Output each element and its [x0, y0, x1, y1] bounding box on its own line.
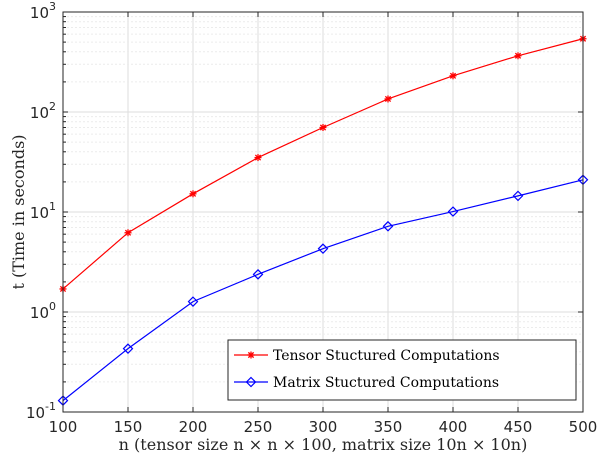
data-point-matrix: [317, 243, 329, 255]
x-tick-label: 200: [179, 418, 208, 436]
data-point-tensor: [384, 95, 392, 103]
asterisk-stroke: [319, 124, 327, 131]
x-tick-label: 400: [439, 418, 468, 436]
y-tick-base: 10: [30, 4, 49, 22]
legend-entry-tensor: Tensor Stuctured Computations: [234, 348, 500, 364]
data-point-matrix: [447, 206, 459, 217]
data-point-matrix: [252, 268, 264, 280]
x-axis-ticks: 100 150 200 250 300 350 400 450 500: [49, 12, 598, 436]
y-axis-label: t (Time in seconds): [9, 134, 28, 289]
data-point-matrix: [187, 296, 199, 307]
data-point-tensor: [449, 72, 457, 80]
legend-tensor-label: Tensor Stuctured Computations: [273, 348, 500, 364]
y-tick-label: 10-1: [26, 400, 56, 422]
y-tick-exponent: 3: [49, 0, 56, 13]
data-point-matrix: [122, 343, 134, 355]
x-tick-label: 450: [504, 418, 533, 436]
y-tick-label: 103: [30, 0, 56, 22]
x-tick-label: 300: [309, 418, 338, 436]
y-tick-label: 101: [30, 200, 56, 222]
x-tick-label: 500: [569, 418, 598, 436]
legend-box: [227, 339, 577, 401]
asterisk-stroke: [384, 95, 392, 103]
legend-tensor-marker: [247, 351, 255, 359]
x-axis-label: n (tensor size n × n × 100, matrix size …: [119, 435, 528, 454]
y-tick-exponent: 1: [49, 200, 56, 213]
series-line-matrix: [62, 179, 584, 402]
y-tick-label: 100: [30, 300, 56, 322]
asterisk-stroke: [254, 154, 262, 161]
x-tick-label: 150: [114, 418, 143, 436]
legend: Tensor Stuctured Computations Matrix Stu…: [227, 339, 577, 401]
asterisk-stroke: [247, 351, 255, 359]
y-tick-base: 10: [30, 304, 49, 322]
y-tick-exponent: 2: [49, 100, 56, 113]
legend-marker-tensor: [247, 351, 255, 359]
asterisk-stroke: [189, 190, 197, 197]
y-tick-base: 10: [26, 404, 45, 422]
y-tick-base: 10: [30, 204, 49, 222]
y-tick-label: 102: [30, 100, 56, 122]
legend-matrix-marker: [245, 376, 257, 388]
legend-entry-matrix: Matrix Stuctured Computations: [234, 375, 499, 391]
data-point-matrix: [382, 220, 394, 232]
data-point-matrix: [512, 190, 524, 202]
data-point-tensor: [514, 52, 522, 60]
y-tick-base: 10: [30, 104, 49, 122]
asterisk-stroke: [124, 229, 132, 236]
data-point-tensor: [189, 190, 197, 198]
data-point-tensor: [124, 229, 132, 237]
data-point-tensor: [254, 154, 262, 162]
asterisk-stroke: [514, 52, 522, 59]
y-tick-exponent: 0: [49, 300, 56, 313]
x-tick-label: 350: [374, 418, 403, 436]
asterisk-stroke: [449, 72, 457, 79]
data-point-tensor: [319, 123, 327, 131]
legend-marker-matrix: [245, 376, 257, 388]
x-tick-label: 250: [244, 418, 273, 436]
x-tick-label: 100: [49, 418, 78, 436]
legend-matrix-label: Matrix Stuctured Computations: [273, 375, 499, 391]
y-tick-exponent: -1: [45, 400, 56, 413]
